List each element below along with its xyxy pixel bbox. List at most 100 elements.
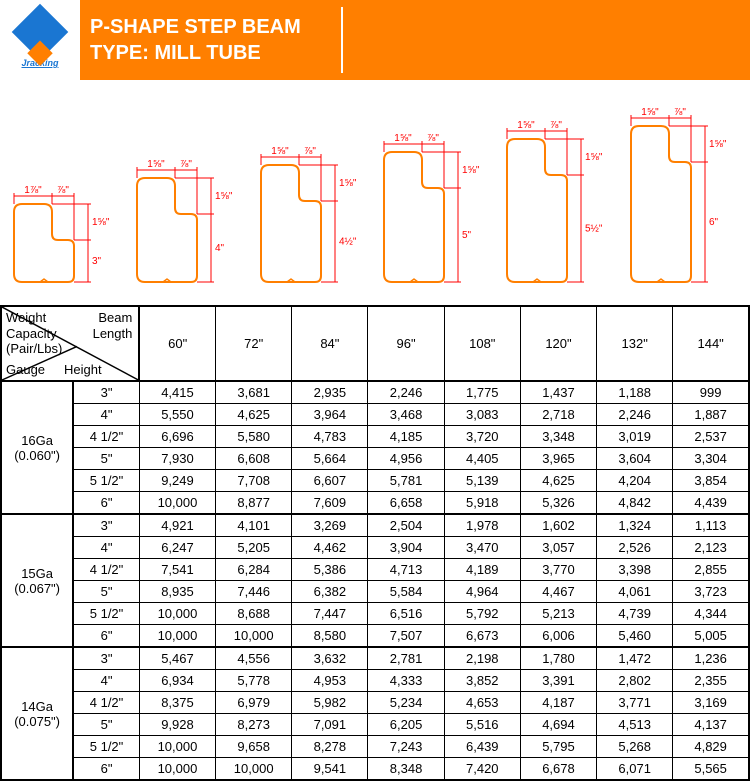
profile-4½: 1⅝" ⅞" 1⅝" 4½": [256, 143, 371, 290]
value-cell: 2,781: [368, 647, 444, 670]
col-header: 132": [597, 306, 673, 381]
col-header: 96": [368, 306, 444, 381]
value-cell: 6,678: [520, 758, 596, 781]
value-cell: 7,446: [216, 581, 292, 603]
svg-text:1⅝": 1⅝": [148, 159, 166, 170]
value-cell: 1,978: [444, 514, 520, 537]
value-cell: 6,205: [368, 714, 444, 736]
svg-text:⅞": ⅞": [551, 120, 563, 131]
value-cell: 4,625: [520, 470, 596, 492]
value-cell: 9,658: [216, 736, 292, 758]
value-cell: 5,778: [216, 670, 292, 692]
value-cell: 4,415: [139, 381, 215, 404]
value-cell: 2,355: [673, 670, 749, 692]
title: P-SHAPE STEP BEAM TYPE: MILL TUBE: [80, 7, 343, 73]
height-cell: 3": [73, 514, 139, 537]
value-cell: 2,123: [673, 537, 749, 559]
height-cell: 5 1/2": [73, 603, 139, 625]
height-cell: 5 1/2": [73, 470, 139, 492]
svg-text:1⅝": 1⅝": [641, 107, 659, 118]
value-cell: 8,273: [216, 714, 292, 736]
value-cell: 4,829: [673, 736, 749, 758]
value-cell: 7,930: [139, 448, 215, 470]
value-cell: 1,236: [673, 647, 749, 670]
value-cell: 4,187: [520, 692, 596, 714]
profile-6: 1⅝" ⅞" 1⅝" 6": [626, 104, 741, 290]
value-cell: 4,739: [597, 603, 673, 625]
svg-text:1⅝": 1⅝": [394, 133, 412, 144]
value-cell: 6,658: [368, 492, 444, 515]
profile-4: 1⅝" ⅞" 1⅝" 4": [132, 156, 247, 290]
value-cell: 3,083: [444, 404, 520, 426]
value-cell: 2,246: [368, 381, 444, 404]
svg-text:5½": 5½": [585, 224, 603, 235]
height-cell: 4": [73, 404, 139, 426]
value-cell: 4,189: [444, 559, 520, 581]
logo: Jracking: [0, 0, 80, 80]
value-cell: 4,713: [368, 559, 444, 581]
value-cell: 8,688: [216, 603, 292, 625]
height-cell: 4 1/2": [73, 559, 139, 581]
svg-text:1⅝": 1⅝": [709, 139, 727, 150]
value-cell: 8,375: [139, 692, 215, 714]
col-header: 108": [444, 306, 520, 381]
height-cell: 5": [73, 714, 139, 736]
value-cell: 4,462: [292, 537, 368, 559]
value-cell: 3,398: [597, 559, 673, 581]
value-cell: 6,006: [520, 625, 596, 648]
value-cell: 10,000: [216, 758, 292, 781]
value-cell: 6,247: [139, 537, 215, 559]
value-cell: 5,234: [368, 692, 444, 714]
value-cell: 3,304: [673, 448, 749, 470]
value-cell: 4,513: [597, 714, 673, 736]
svg-text:⅞": ⅞": [181, 159, 193, 170]
value-cell: 3,723: [673, 581, 749, 603]
value-cell: 9,541: [292, 758, 368, 781]
value-cell: 1,437: [520, 381, 596, 404]
value-cell: 5,213: [520, 603, 596, 625]
value-cell: 5,664: [292, 448, 368, 470]
value-cell: 1,602: [520, 514, 596, 537]
value-cell: 5,268: [597, 736, 673, 758]
value-cell: 7,447: [292, 603, 368, 625]
value-cell: 4,953: [292, 670, 368, 692]
value-cell: 3,269: [292, 514, 368, 537]
value-cell: 5,516: [444, 714, 520, 736]
value-cell: 2,246: [597, 404, 673, 426]
value-cell: 6,673: [444, 625, 520, 648]
value-cell: 4,061: [597, 581, 673, 603]
value-cell: 4,344: [673, 603, 749, 625]
value-cell: 5,460: [597, 625, 673, 648]
profile-5: 1⅝" ⅞" 1⅝" 5": [379, 130, 494, 290]
col-header: 60": [139, 306, 215, 381]
value-cell: 6,979: [216, 692, 292, 714]
value-cell: 5,781: [368, 470, 444, 492]
value-cell: 10,000: [139, 758, 215, 781]
value-cell: 3,348: [520, 426, 596, 448]
header-bar: Jracking P-SHAPE STEP BEAM TYPE: MILL TU…: [0, 0, 750, 80]
value-cell: 10,000: [139, 603, 215, 625]
height-cell: 6": [73, 758, 139, 781]
value-cell: 4,467: [520, 581, 596, 603]
height-cell: 4": [73, 537, 139, 559]
value-cell: 4,439: [673, 492, 749, 515]
value-cell: 7,243: [368, 736, 444, 758]
value-cell: 4,204: [597, 470, 673, 492]
height-cell: 5": [73, 448, 139, 470]
value-cell: 4,783: [292, 426, 368, 448]
value-cell: 1,113: [673, 514, 749, 537]
value-cell: 5,386: [292, 559, 368, 581]
profile-3: 1⅞" ⅞" 1⅝" 3": [9, 182, 124, 290]
value-cell: 8,348: [368, 758, 444, 781]
value-cell: 1,775: [444, 381, 520, 404]
gauge-cell: 16Ga(0.060"): [1, 381, 73, 514]
value-cell: 2,802: [597, 670, 673, 692]
value-cell: 10,000: [216, 625, 292, 648]
svg-text:1⅝": 1⅝": [92, 217, 110, 228]
value-cell: 3,391: [520, 670, 596, 692]
height-cell: 6": [73, 625, 139, 648]
svg-text:1⅝": 1⅝": [215, 191, 233, 202]
value-cell: 3,169: [673, 692, 749, 714]
value-cell: 1,887: [673, 404, 749, 426]
value-cell: 1,472: [597, 647, 673, 670]
